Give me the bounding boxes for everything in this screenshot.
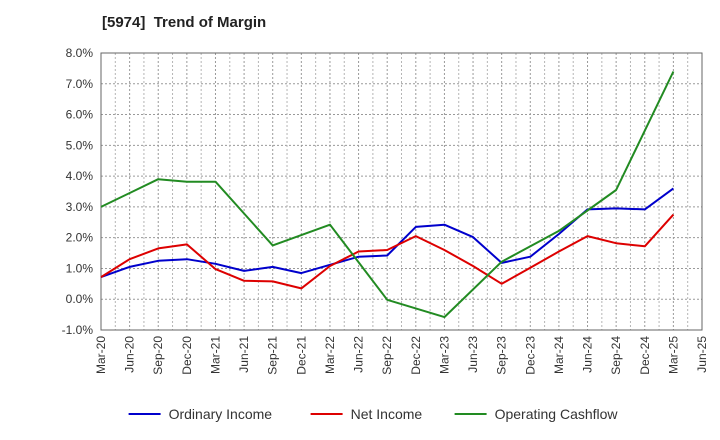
- series-line-net-income: [100, 213, 675, 290]
- x-tick-label: Jun-20: [123, 336, 137, 373]
- x-tick-label: Jun-25: [695, 336, 709, 373]
- series-line-operating-cashflow: [100, 71, 675, 319]
- x-tick-label: Dec-22: [409, 336, 423, 375]
- x-tick-label: Mar-22: [323, 336, 337, 374]
- x-tick-label: Dec-24: [638, 336, 652, 375]
- x-tick-label: Jun-24: [581, 336, 595, 373]
- x-tick-label: Jun-21: [237, 336, 251, 373]
- y-tick-label: 7.0%: [66, 77, 94, 91]
- x-tick-label: Mar-20: [94, 336, 108, 374]
- x-tick-label: Mar-24: [552, 336, 566, 374]
- legend-label-net-income: Net Income: [351, 406, 423, 422]
- y-tick-label: 0.0%: [66, 292, 94, 306]
- x-tick-label: Sep-24: [609, 336, 623, 375]
- y-tick-label: 3.0%: [66, 200, 94, 214]
- y-tick-label: -1.0%: [62, 323, 94, 337]
- y-tick-label: 1.0%: [66, 261, 94, 275]
- x-tick-label: Jun-22: [352, 336, 366, 373]
- y-tick-label: 4.0%: [66, 169, 94, 183]
- legend-label-operating-cashflow: Operating Cashflow: [495, 406, 619, 422]
- x-tick-label: Dec-21: [294, 336, 308, 375]
- x-tick-label: Dec-20: [180, 336, 194, 375]
- y-tick-label: 6.0%: [66, 108, 94, 122]
- x-tick-label: Sep-23: [495, 336, 509, 375]
- x-tick-label: Mar-21: [208, 336, 222, 374]
- x-tick-label: Sep-21: [266, 336, 280, 375]
- plot-area: [101, 53, 702, 330]
- x-tick-label: Sep-22: [380, 336, 394, 375]
- x-tick-label: Jun-23: [466, 336, 480, 373]
- legend-label-ordinary-income: Ordinary Income: [169, 406, 273, 422]
- plot-border: [100, 52, 703, 331]
- chart-title: [5974] Trend of Margin: [102, 14, 267, 31]
- x-tick-label: Mar-25: [666, 336, 680, 374]
- x-tick-label: Dec-23: [523, 336, 537, 375]
- y-tick-label: 8.0%: [66, 46, 94, 60]
- x-tick-label: Sep-20: [151, 336, 165, 375]
- y-tick-label: 5.0%: [66, 138, 94, 152]
- x-tick-label: Mar-23: [437, 336, 451, 374]
- y-tick-label: 2.0%: [66, 231, 94, 245]
